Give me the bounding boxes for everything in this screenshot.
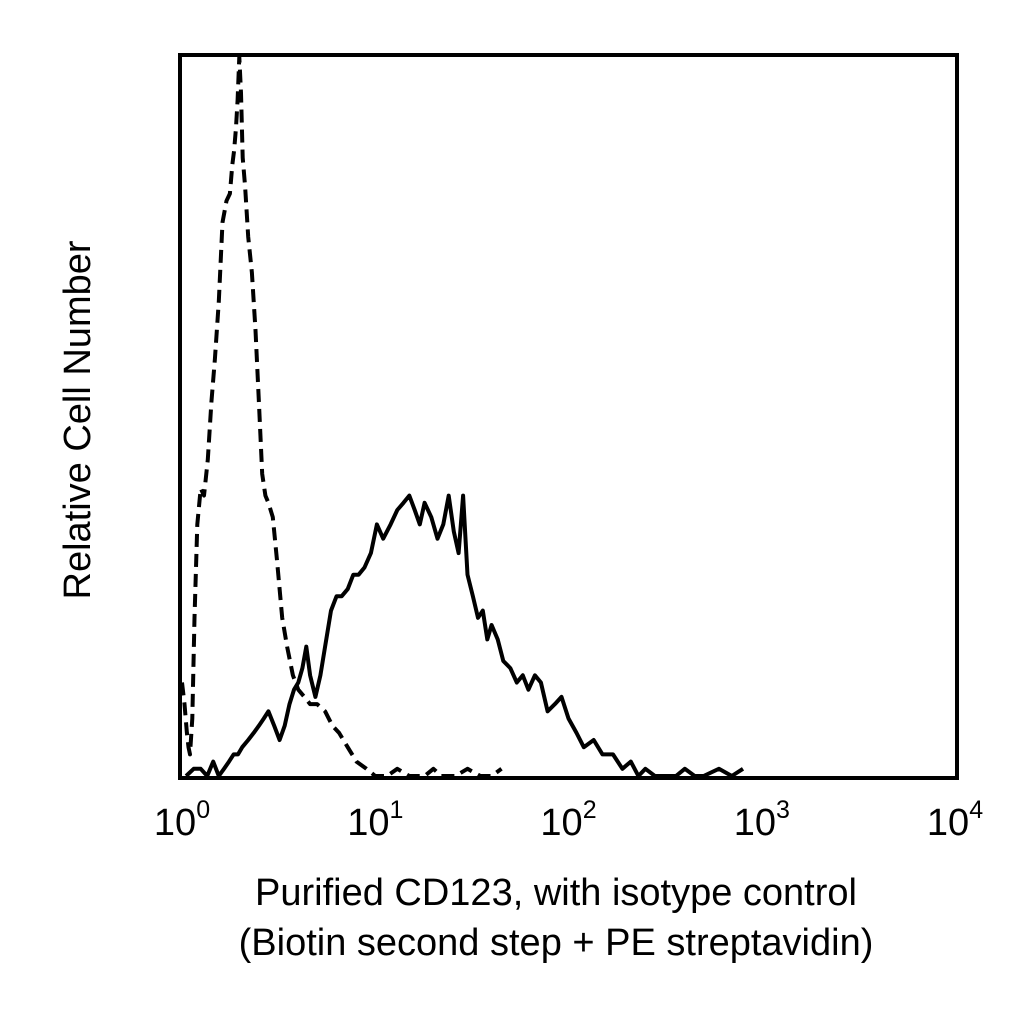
x-tick-label: 104 — [927, 796, 983, 844]
series-line-solid — [184, 493, 745, 778]
x-tick-label: 103 — [734, 796, 790, 844]
x-tick-labels: 100 101 102 103 104 — [154, 796, 983, 844]
series-line-dashed — [180, 55, 503, 778]
plot-frame — [178, 53, 959, 780]
y-axis-title: Relative Cell Number — [57, 240, 99, 599]
x-tick-label: 100 — [154, 796, 210, 844]
x-axis-title-line-1: Purified CD123, with isotype control — [255, 872, 857, 914]
series-layer — [180, 55, 745, 778]
x-tick-label: 102 — [540, 796, 596, 844]
x-tick-label: 101 — [347, 796, 403, 844]
x-axis-title-line-2: (Biotin second step + PE streptavidin) — [239, 922, 874, 964]
